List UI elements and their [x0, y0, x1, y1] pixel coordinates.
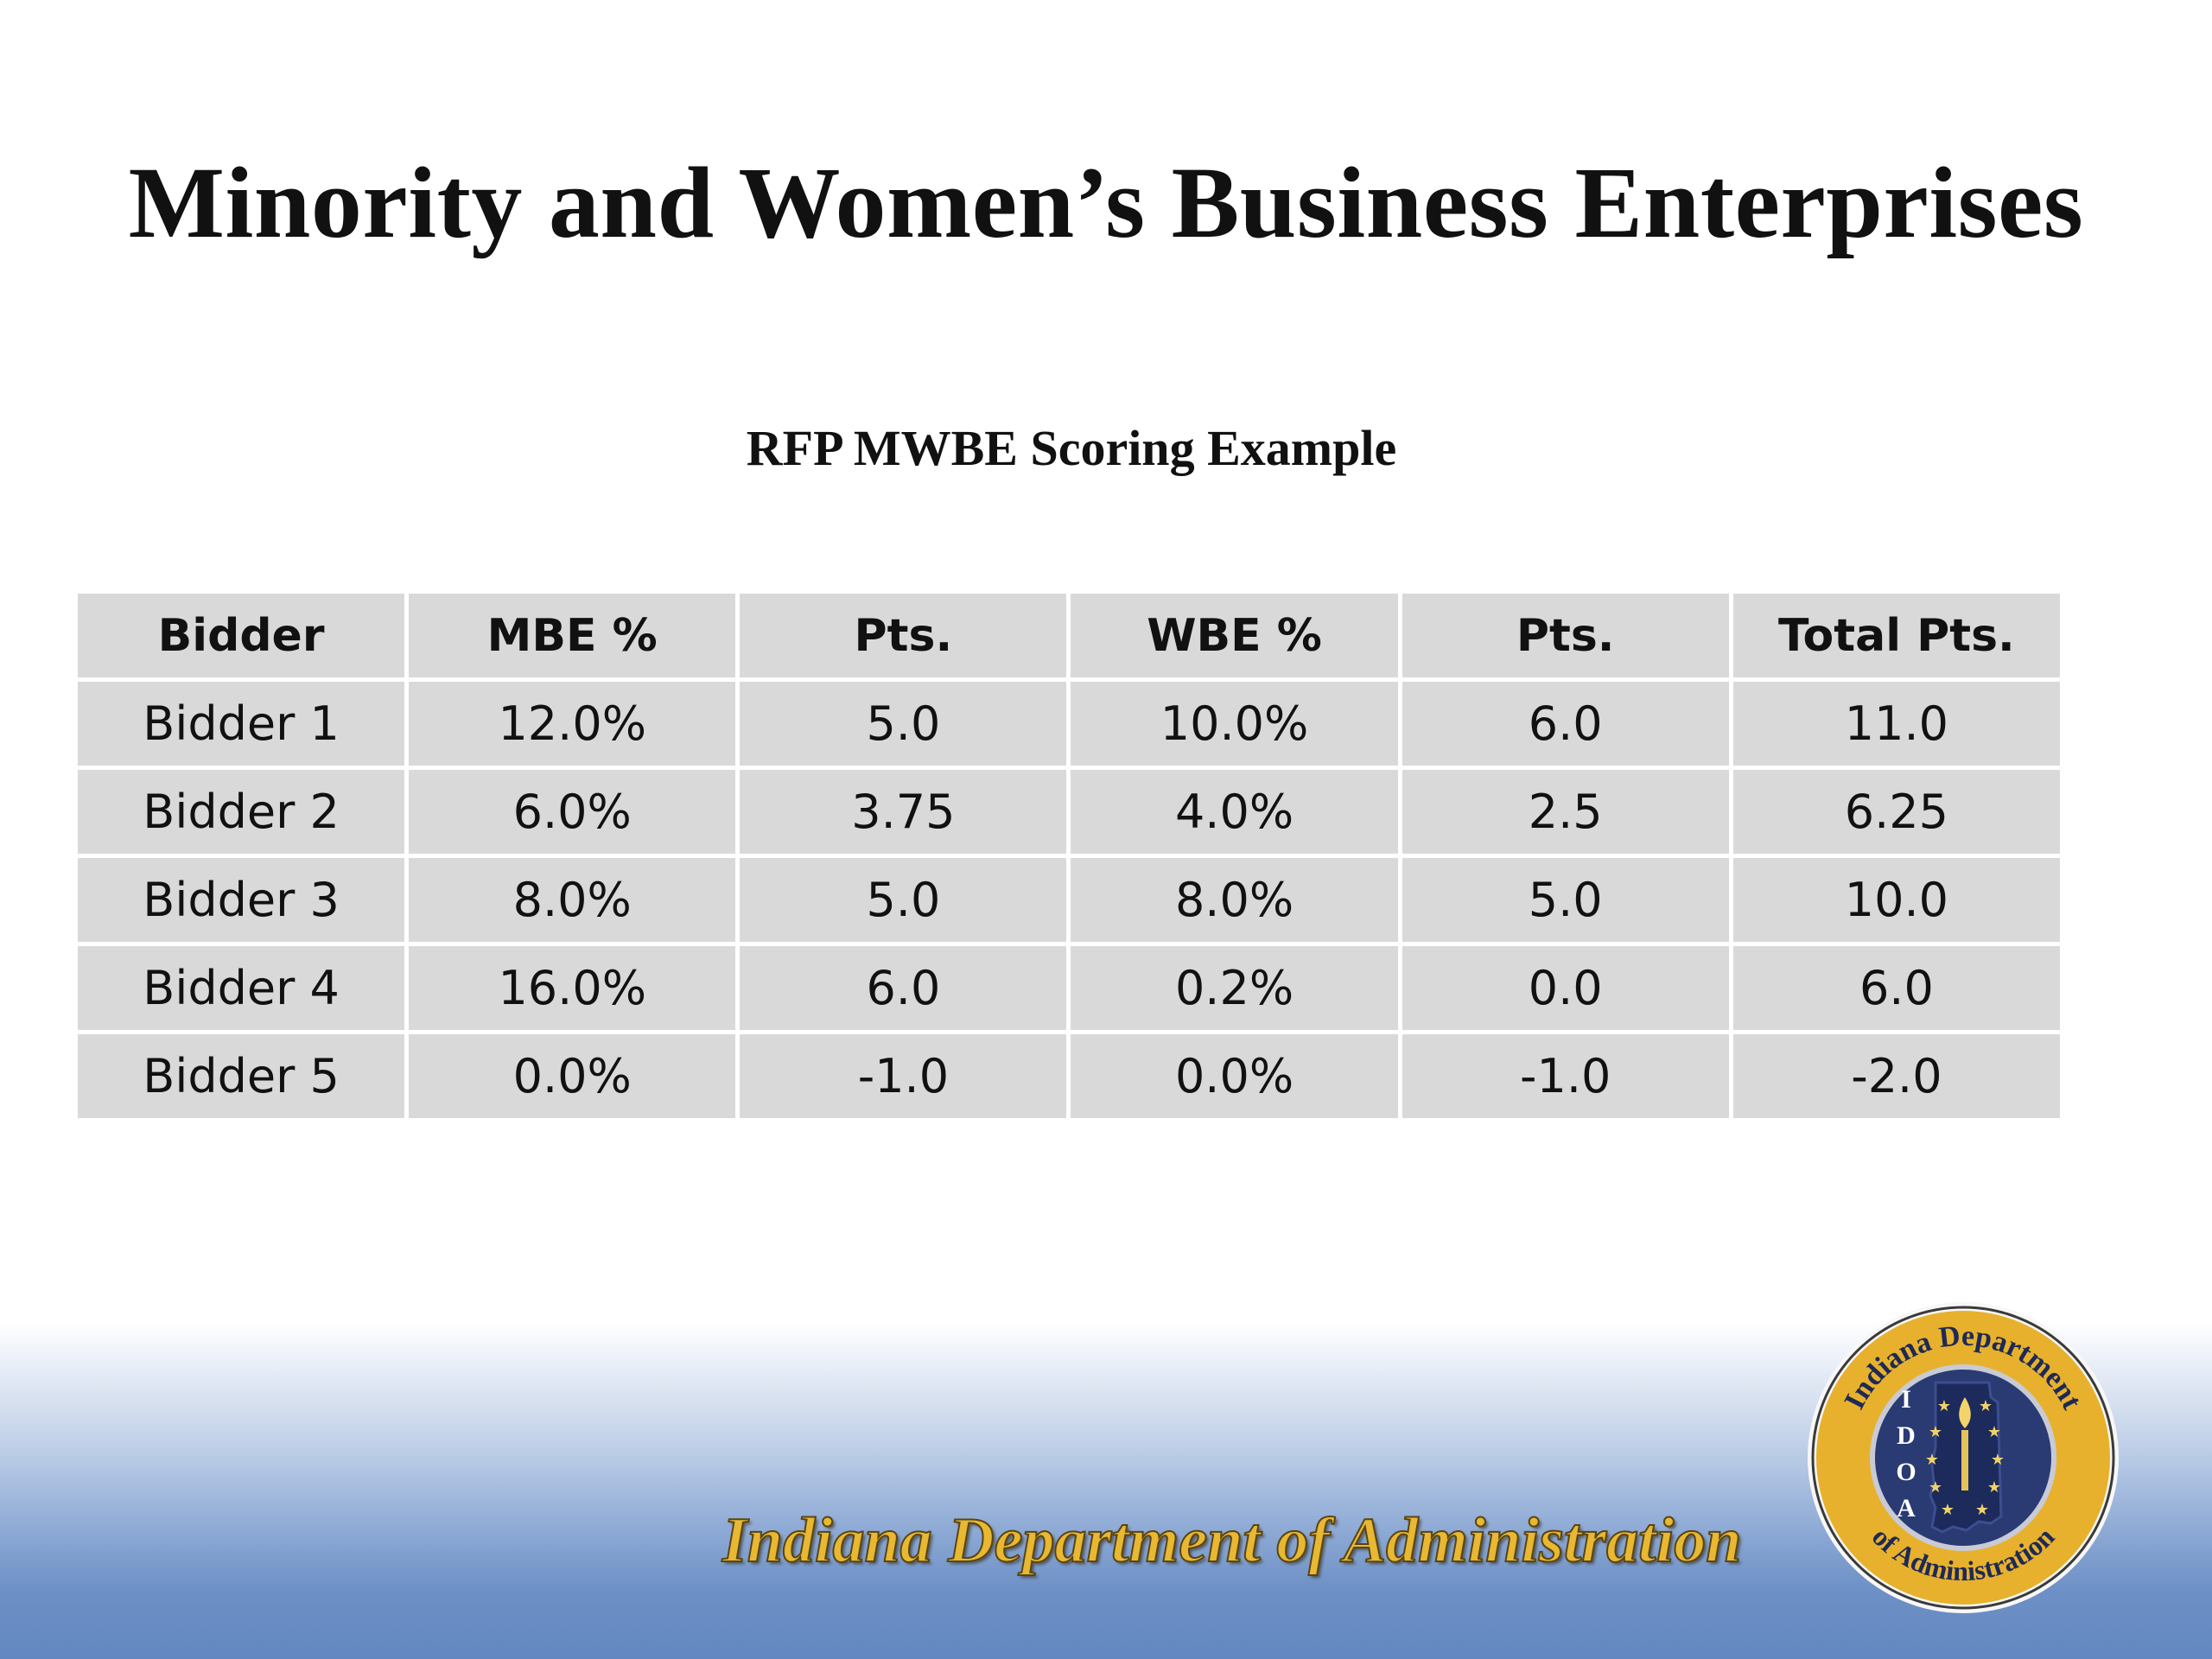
svg-text:★: ★: [1929, 1478, 1942, 1497]
cell-mbe-percent: 0.0%: [409, 1034, 736, 1118]
cell-bidder: Bidder 3: [78, 858, 405, 942]
cell-mbe-points: 5.0: [740, 682, 1067, 766]
cell-wbe-points: 2.5: [1402, 770, 1729, 854]
cell-wbe-points: -1.0: [1402, 1034, 1729, 1118]
seal-letter: O: [1896, 1458, 1916, 1486]
cell-mbe-points: 5.0: [740, 858, 1067, 942]
header-total-points: Total Pts.: [1732, 594, 2060, 677]
svg-text:★: ★: [1987, 1423, 2001, 1441]
table-row: Bidder 2 6.0% 3.75 4.0% 2.5 6.25: [78, 770, 2060, 854]
scoring-table: Bidder MBE % Pts. WBE % Pts. Total Pts. …: [73, 589, 2064, 1122]
header-mbe-percent: MBE %: [409, 594, 736, 677]
cell-wbe-points: 0.0: [1402, 946, 1729, 1030]
header-wbe-percent: WBE %: [1071, 594, 1398, 677]
seal-letter: D: [1897, 1421, 1916, 1450]
cell-wbe-points: 5.0: [1402, 858, 1729, 942]
cell-mbe-points: -1.0: [740, 1034, 1067, 1118]
seal-letter: I: [1901, 1385, 1911, 1414]
cell-bidder: Bidder 2: [78, 770, 405, 854]
torch-flame: [1959, 1397, 1971, 1428]
cell-total-points: 6.25: [1732, 770, 2060, 854]
svg-text:★: ★: [1925, 1451, 1939, 1469]
svg-text:★: ★: [1975, 1501, 1989, 1519]
cell-total-points: 11.0: [1732, 682, 2060, 766]
cell-total-points: -2.0: [1732, 1034, 2060, 1118]
cell-wbe-percent: 0.2%: [1071, 946, 1398, 1030]
svg-text:★: ★: [1987, 1478, 2001, 1497]
cell-wbe-percent: 0.0%: [1071, 1034, 1398, 1118]
header-bidder: Bidder: [78, 594, 405, 677]
table-row: Bidder 3 8.0% 5.0 8.0% 5.0 10.0: [78, 858, 2060, 942]
svg-text:★: ★: [1941, 1501, 1955, 1519]
cell-wbe-percent: 10.0%: [1071, 682, 1398, 766]
svg-text:★: ★: [1979, 1397, 1993, 1415]
idoa-seal-logo: ★ ★ ★ ★ ★ ★ ★ ★ ★ ★ I D O A Indiana Depa…: [1808, 1302, 2119, 1613]
svg-text:★: ★: [1937, 1397, 1951, 1415]
slide-title: Minority and Women’s Business Enterprise…: [128, 146, 2084, 259]
header-mbe-points: Pts.: [740, 594, 1067, 677]
seal-outer-line: [1811, 1306, 2115, 1610]
table-row: Bidder 1 12.0% 5.0 10.0% 6.0 11.0: [78, 682, 2060, 766]
cell-mbe-points: 3.75: [740, 770, 1067, 854]
seal-stars: ★ ★ ★ ★ ★ ★ ★ ★ ★ ★: [1925, 1397, 2005, 1519]
cell-bidder: Bidder 4: [78, 946, 405, 1030]
table-row: Bidder 4 16.0% 6.0 0.2% 0.0 6.0: [78, 946, 2060, 1030]
svg-text:★: ★: [1991, 1451, 2005, 1469]
cell-mbe-percent: 16.0%: [409, 946, 736, 1030]
cell-bidder: Bidder 1: [78, 682, 405, 766]
header-wbe-points: Pts.: [1402, 594, 1729, 677]
svg-text:★: ★: [1929, 1423, 1942, 1441]
table-caption: RFP MWBE Scoring Example: [746, 420, 1397, 476]
cell-mbe-percent: 6.0%: [409, 770, 736, 854]
table-header-row: Bidder MBE % Pts. WBE % Pts. Total Pts.: [78, 594, 2060, 677]
cell-mbe-points: 6.0: [740, 946, 1067, 1030]
cell-total-points: 10.0: [1732, 858, 2060, 942]
footer-organization-name: Indiana Department of Administration: [721, 1504, 1742, 1577]
cell-mbe-percent: 12.0%: [409, 682, 736, 766]
cell-mbe-percent: 8.0%: [409, 858, 736, 942]
torch-handle: [1961, 1430, 1968, 1491]
cell-wbe-percent: 4.0%: [1071, 770, 1398, 854]
cell-bidder: Bidder 5: [78, 1034, 405, 1118]
cell-wbe-points: 6.0: [1402, 682, 1729, 766]
table-row: Bidder 5 0.0% -1.0 0.0% -1.0 -2.0: [78, 1034, 2060, 1118]
cell-wbe-percent: 8.0%: [1071, 858, 1398, 942]
seal-letter: A: [1897, 1494, 1916, 1522]
cell-total-points: 6.0: [1732, 946, 2060, 1030]
